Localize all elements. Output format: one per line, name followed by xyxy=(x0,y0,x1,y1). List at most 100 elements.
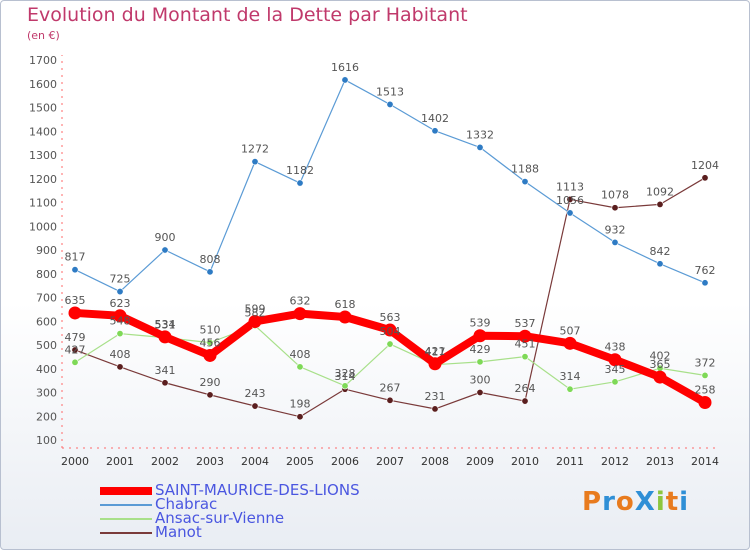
data-point xyxy=(71,266,79,274)
chart-subtitle: (en €) xyxy=(27,29,60,42)
data-label: 231 xyxy=(425,390,446,403)
data-label: 504 xyxy=(380,325,401,338)
data-label: 341 xyxy=(155,364,176,377)
data-point xyxy=(431,405,439,413)
x-tick-label: 2010 xyxy=(511,455,539,468)
data-label: 842 xyxy=(650,245,671,258)
y-tick-label: 500 xyxy=(36,339,57,352)
data-label: 427 xyxy=(65,343,86,356)
y-tick-label: 900 xyxy=(36,244,57,257)
x-tick-label: 2011 xyxy=(556,455,584,468)
data-point xyxy=(476,143,484,151)
data-label: 1616 xyxy=(331,61,359,74)
legend-label: SAINT-MAURICE-DES-LIONS xyxy=(155,481,360,499)
data-point xyxy=(698,395,712,409)
data-point xyxy=(701,174,709,182)
y-tick-label: 400 xyxy=(36,363,57,376)
data-point xyxy=(701,279,709,287)
data-label: 582 xyxy=(245,307,266,320)
legend-label: Ansac-sur-Vienne xyxy=(155,509,285,527)
data-point xyxy=(611,238,619,246)
data-point xyxy=(251,158,259,166)
x-tick-label: 2001 xyxy=(106,455,134,468)
data-label: 623 xyxy=(110,297,131,310)
data-point xyxy=(296,179,304,187)
data-point xyxy=(113,309,127,323)
data-point xyxy=(116,330,124,338)
x-tick-label: 2014 xyxy=(691,455,719,468)
data-point xyxy=(116,363,124,371)
data-point xyxy=(161,379,169,387)
data-label: 563 xyxy=(380,311,401,324)
data-point xyxy=(473,329,487,343)
data-label: 537 xyxy=(515,317,536,330)
data-point xyxy=(608,353,622,367)
y-tick-label: 800 xyxy=(36,268,57,281)
data-label: 479 xyxy=(65,331,86,344)
data-label: 408 xyxy=(290,348,311,361)
data-point xyxy=(251,402,259,410)
logo-letter: P xyxy=(582,487,603,517)
x-tick-label: 2002 xyxy=(151,455,179,468)
data-point xyxy=(386,340,394,348)
data-point xyxy=(701,371,709,379)
data-label: 267 xyxy=(380,381,401,394)
y-tick-label: 100 xyxy=(36,434,57,447)
data-label: 725 xyxy=(110,273,131,286)
data-label: 507 xyxy=(560,324,581,337)
data-point xyxy=(476,358,484,366)
data-point xyxy=(428,357,442,371)
y-tick-label: 1000 xyxy=(29,220,57,233)
data-point xyxy=(341,382,349,390)
data-label: 1402 xyxy=(421,112,449,125)
data-label: 900 xyxy=(155,231,176,244)
data-point xyxy=(386,396,394,404)
y-tick-label: 700 xyxy=(36,292,57,305)
data-label: 635 xyxy=(65,294,86,307)
chart-title: Evolution du Montant de la Dette par Hab… xyxy=(27,4,468,26)
x-tick-label: 2009 xyxy=(466,455,494,468)
data-point xyxy=(161,246,169,254)
data-point xyxy=(248,314,262,328)
legend-swatch xyxy=(100,518,152,520)
x-tick-label: 2013 xyxy=(646,455,674,468)
data-label: 618 xyxy=(335,298,356,311)
x-tick-label: 2003 xyxy=(196,455,224,468)
data-point xyxy=(611,204,619,212)
data-point xyxy=(71,346,79,354)
data-label: 243 xyxy=(245,387,266,400)
data-point xyxy=(116,288,124,296)
data-label: 1113 xyxy=(556,180,584,193)
data-label: 1182 xyxy=(286,164,314,177)
data-label: 408 xyxy=(110,348,131,361)
legend-swatch xyxy=(100,487,152,495)
data-label: 198 xyxy=(290,398,311,411)
data-label: 314 xyxy=(560,370,581,383)
data-label: 300 xyxy=(470,374,491,387)
legend-label: Chabrac xyxy=(155,495,218,513)
data-label: 548 xyxy=(110,315,131,328)
data-label: 451 xyxy=(515,338,536,351)
data-point xyxy=(611,378,619,386)
data-point xyxy=(476,388,484,396)
data-point xyxy=(203,348,217,362)
data-point xyxy=(296,413,304,421)
data-label: 932 xyxy=(605,223,626,236)
data-point xyxy=(656,200,664,208)
data-label: 1204 xyxy=(691,159,719,172)
legend-label: Manot xyxy=(155,523,202,541)
logo-letter: i xyxy=(679,487,690,517)
data-label: 1188 xyxy=(511,163,539,176)
y-tick-label: 1600 xyxy=(29,78,57,91)
data-point xyxy=(518,329,532,343)
x-tick-label: 2004 xyxy=(241,455,269,468)
y-tick-label: 1300 xyxy=(29,149,57,162)
data-point xyxy=(71,358,79,366)
data-label: 345 xyxy=(605,363,626,376)
data-point xyxy=(563,336,577,350)
legend-swatch xyxy=(100,504,152,506)
y-tick-label: 1100 xyxy=(29,197,57,210)
logo-letter: r xyxy=(602,487,616,517)
proxiti-logo: ProXiti xyxy=(582,487,689,517)
